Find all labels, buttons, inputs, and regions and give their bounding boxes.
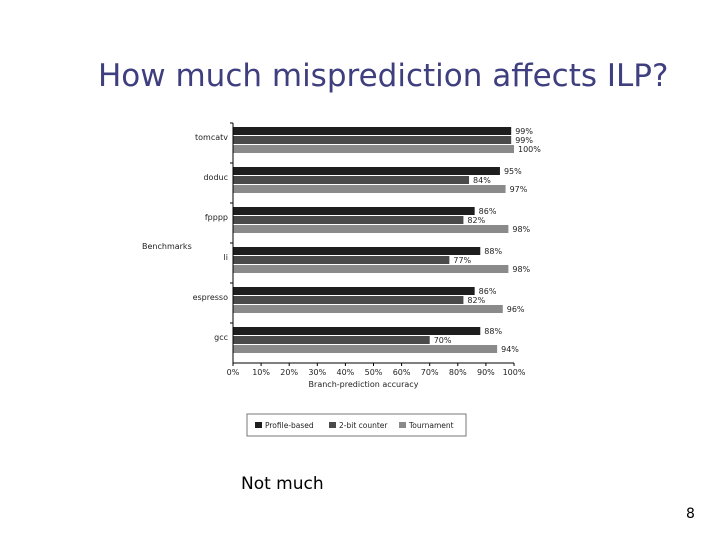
bar-value-label: 97% (510, 185, 528, 194)
bar-fpppp-tournament (233, 225, 509, 233)
x-tick-label: 30% (308, 368, 326, 377)
bar-value-label: 86% (479, 287, 497, 296)
x-tick-label: 60% (393, 368, 411, 377)
bar-value-label: 88% (484, 327, 502, 336)
bars-group: 99%99%100%95%84%97%86%82%98%88%77%98%86%… (233, 127, 541, 354)
bar-li-profile-based (233, 247, 481, 255)
x-tick-label: 0% (227, 368, 240, 377)
bar-fpppp-profile-based (233, 207, 475, 215)
bar-gcc-tournament (233, 345, 498, 353)
bar-doduc-profile-based (233, 167, 500, 175)
x-tick-label: 50% (365, 368, 383, 377)
bar-value-label: 99% (515, 136, 533, 145)
bar-espresso-2-bit-counter (233, 296, 464, 304)
y-axis-label: Benchmarks (142, 242, 192, 251)
bar-value-label: 70% (434, 336, 452, 345)
category-label-gcc: gcc (214, 333, 228, 342)
category-label-doduc: doduc (203, 173, 228, 182)
bar-value-label: 95% (504, 167, 522, 176)
legend-group: Profile-based 2-bit counter Tournament (246, 413, 467, 437)
bar-fpppp-2-bit-counter (233, 216, 464, 224)
bar-li-2-bit-counter (233, 256, 450, 264)
bar-value-label: 77% (453, 256, 471, 265)
bar-gcc-profile-based (233, 327, 481, 335)
x-tick-label: 100% (503, 368, 526, 377)
bar-espresso-profile-based (233, 287, 475, 295)
legend-box (246, 413, 467, 437)
x-tick-label: 10% (252, 368, 270, 377)
bar-value-label: 100% (518, 145, 541, 154)
bar-tomcatv-tournament (233, 145, 514, 153)
bar-value-label: 82% (467, 216, 485, 225)
bar-value-label: 86% (479, 207, 497, 216)
legend-label: Profile-based (265, 421, 314, 430)
legend-swatch (329, 422, 336, 428)
legend-swatch (255, 422, 262, 428)
x-axis-label: Branch-prediction accuracy (309, 380, 419, 389)
category-label-espresso: espresso (193, 293, 229, 302)
bar-espresso-tournament (233, 305, 503, 313)
bar-value-label: 84% (473, 176, 491, 185)
bar-value-label: 98% (512, 225, 530, 234)
bar-value-label: 94% (501, 345, 519, 354)
x-tick-label: 90% (477, 368, 495, 377)
category-label-tomcatv: tomcatv (195, 133, 228, 142)
bar-value-label: 99% (515, 127, 533, 136)
slide-title: How much misprediction affects ILP? (98, 58, 669, 94)
category-label-li: li (224, 253, 228, 262)
axes-group: tomcatv doduc fpppp li espresso gcc Benchmarks… (142, 122, 526, 389)
bar-value-label: 98% (512, 265, 530, 274)
x-tick-label: 40% (337, 368, 355, 377)
bar-tomcatv-profile-based (233, 127, 512, 135)
bar-chart: 99%99%100%95%84%97%86%82%98%88%77%98%86%… (142, 122, 541, 437)
bar-doduc-2-bit-counter (233, 176, 470, 184)
bar-value-label: 96% (507, 305, 525, 314)
legend-label: Tournament (408, 421, 454, 430)
category-label-fpppp: fpppp (205, 213, 228, 222)
legend-swatch (399, 422, 406, 428)
bar-value-label: 88% (484, 247, 502, 256)
bar-value-label: 82% (467, 296, 485, 305)
bar-doduc-tournament (233, 185, 506, 193)
caption-text: Not much (241, 474, 324, 494)
x-tick-label: 80% (449, 368, 467, 377)
legend-label: 2-bit counter (339, 421, 388, 430)
bar-tomcatv-2-bit-counter (233, 136, 512, 144)
bar-li-tournament (233, 265, 509, 273)
x-tick-label: 70% (421, 368, 439, 377)
page-number: 8 (686, 506, 695, 522)
x-tick-label: 20% (280, 368, 298, 377)
bar-gcc-2-bit-counter (233, 336, 430, 344)
